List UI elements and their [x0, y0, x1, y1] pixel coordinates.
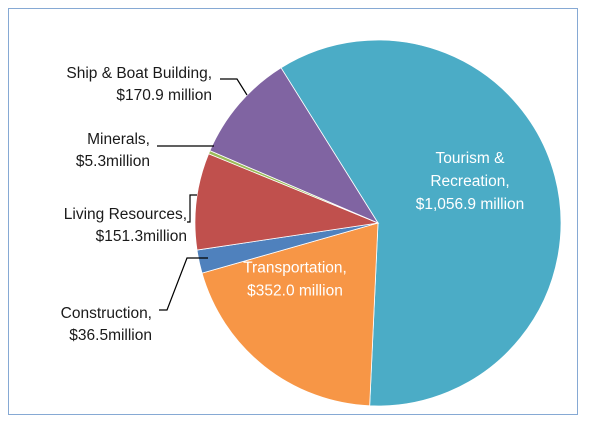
- pie-slice-ship-boat-building: [209, 67, 380, 224]
- leader-line: [159, 257, 208, 311]
- leader-line: [187, 194, 197, 223]
- slice-label: Ship & Boat Building, $170.9 million: [66, 65, 212, 104]
- pie-slice-transportation: [201, 222, 379, 407]
- slice-label: Minerals, $5.3million: [76, 131, 150, 170]
- slice-label: Construction, $36.5million: [61, 305, 152, 344]
- leader-line: [220, 78, 248, 96]
- pie-slice-tourism-recreation: [280, 39, 562, 407]
- pie-slice-living-resources: [194, 153, 380, 251]
- slice-label: Transportation, $352.0 million: [243, 260, 347, 300]
- slice-label: Living Resources, $151.3million: [64, 206, 187, 245]
- slice-label: Tourism & Recreation, $1,056.9 million: [416, 150, 525, 213]
